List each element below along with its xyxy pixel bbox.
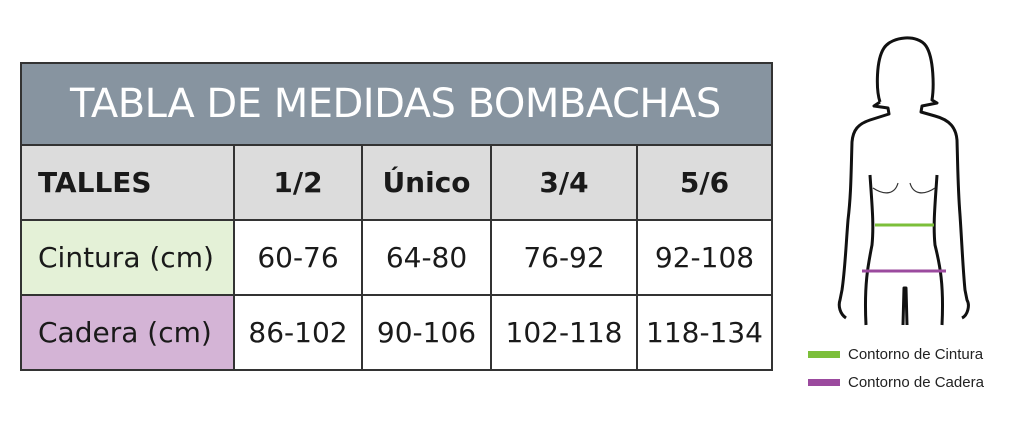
- cell: 76-92: [490, 219, 638, 296]
- table-title: TABLA DE MEDIDAS BOMBACHAS: [20, 62, 773, 146]
- head-hair-outline: [837, 36, 970, 320]
- cell: 60-76: [233, 219, 363, 296]
- table-row-cadera: Cadera (cm) 86-102 90-106 102-118 118-13…: [20, 294, 773, 371]
- legs-gap: [901, 286, 909, 326]
- legend-label: Contorno de Cintura: [848, 346, 984, 363]
- table-row-cintura: Cintura (cm) 60-76 64-80 76-92 92-108: [20, 219, 773, 296]
- row-label: Cintura (cm): [20, 219, 235, 296]
- cell: 90-106: [361, 294, 492, 371]
- header-row: TALLES 1/2 Único 3/4 5/6: [20, 144, 773, 221]
- header-size: 1/2: [233, 144, 363, 221]
- size-table: TABLA DE MEDIDAS BOMBACHAS TALLES 1/2 Ún…: [20, 62, 773, 371]
- cell: 92-108: [636, 219, 773, 296]
- cell: 86-102: [233, 294, 363, 371]
- bust-lines: [872, 182, 936, 194]
- torso-left-outline: [863, 174, 875, 326]
- header-size: 3/4: [490, 144, 638, 221]
- purple-swatch-icon: [808, 379, 840, 386]
- cell: 102-118: [490, 294, 638, 371]
- torso-right-outline: [932, 174, 945, 326]
- green-swatch-icon: [808, 351, 840, 358]
- row-label: Cadera (cm): [20, 294, 235, 371]
- cell: 64-80: [361, 219, 492, 296]
- header-size: Único: [361, 144, 492, 221]
- legend-label: Contorno de Cadera: [848, 374, 984, 391]
- header-size: 5/6: [636, 144, 773, 221]
- legend-item-cintura: Contorno de Cintura: [808, 346, 983, 363]
- legend-item-cadera: Contorno de Cadera: [808, 374, 984, 391]
- header-talles: TALLES: [20, 144, 235, 221]
- cell: 118-134: [636, 294, 773, 371]
